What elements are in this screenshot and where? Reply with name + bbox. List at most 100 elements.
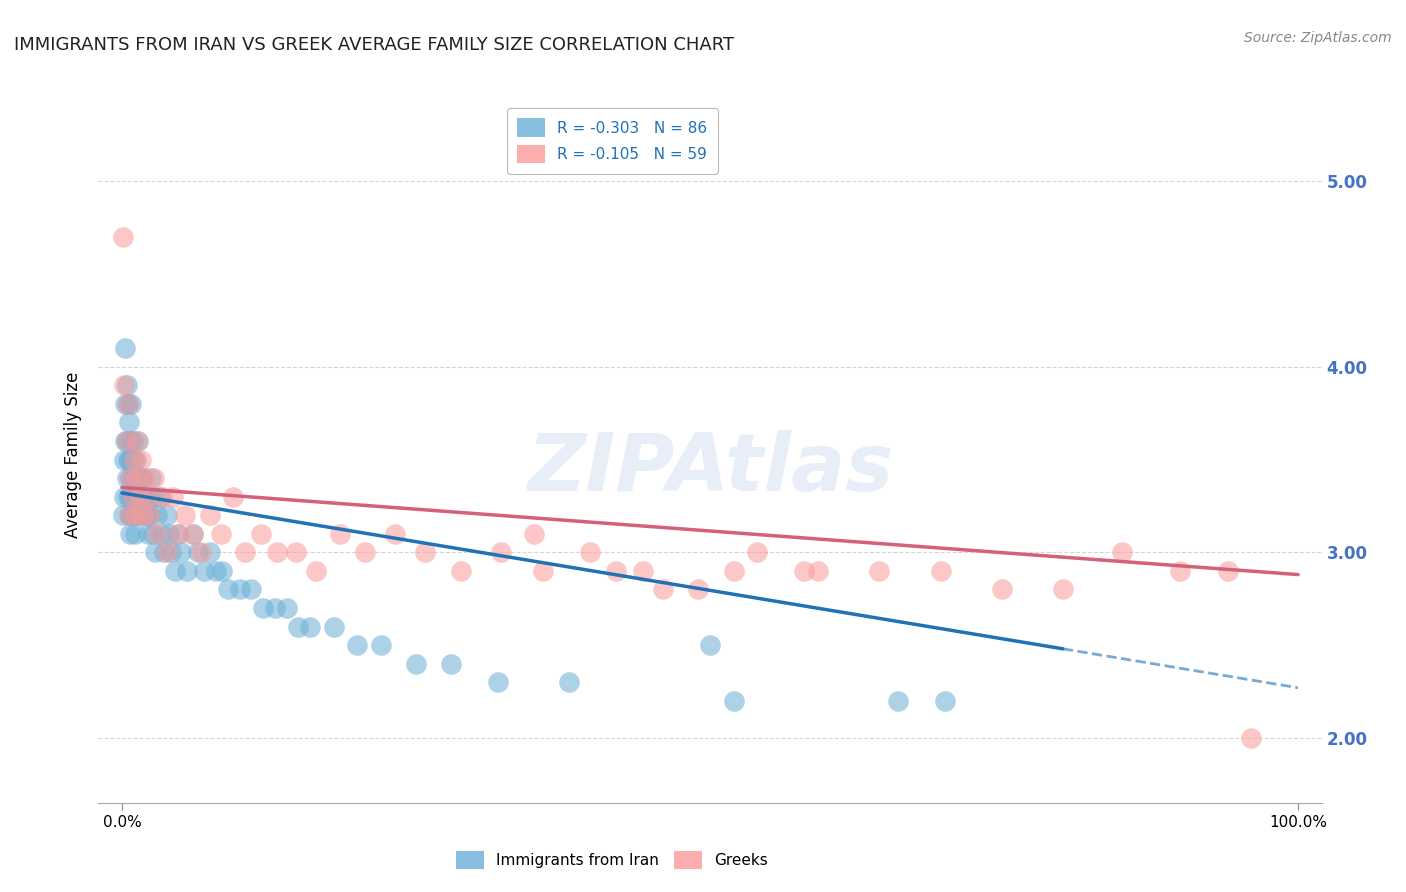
Point xyxy=(415,545,437,559)
Point xyxy=(122,508,145,523)
Point xyxy=(209,526,232,541)
Point xyxy=(285,545,308,559)
Point xyxy=(134,508,156,523)
Point xyxy=(136,526,159,541)
Point xyxy=(240,582,263,597)
Point xyxy=(125,452,148,467)
Point xyxy=(228,582,250,597)
Point xyxy=(174,508,197,523)
Point xyxy=(305,564,328,578)
Point xyxy=(112,378,135,392)
Point xyxy=(121,490,143,504)
Point xyxy=(723,694,745,708)
Point xyxy=(745,545,768,559)
Point xyxy=(263,601,285,615)
Point xyxy=(688,582,710,597)
Point xyxy=(1170,564,1192,578)
Point xyxy=(120,397,142,411)
Point xyxy=(139,508,162,523)
Point xyxy=(149,490,172,504)
Point xyxy=(120,434,142,448)
Point xyxy=(1052,582,1074,597)
Point xyxy=(127,508,149,523)
Point xyxy=(440,657,463,671)
Point xyxy=(142,471,165,485)
Point xyxy=(117,490,139,504)
Point xyxy=(652,582,675,597)
Point xyxy=(868,564,890,578)
Point xyxy=(217,582,239,597)
Point xyxy=(370,638,392,652)
Point xyxy=(143,545,166,559)
Point xyxy=(112,490,135,504)
Point xyxy=(198,545,221,559)
Point xyxy=(235,545,257,559)
Point xyxy=(120,471,142,485)
Point xyxy=(266,545,288,559)
Point xyxy=(793,564,815,578)
Text: ZIPAtlas: ZIPAtlas xyxy=(527,430,893,508)
Point xyxy=(929,564,952,578)
Point xyxy=(129,508,152,523)
Point xyxy=(181,526,204,541)
Point xyxy=(120,452,142,467)
Point xyxy=(162,490,184,504)
Point xyxy=(132,471,155,485)
Point xyxy=(127,490,149,504)
Point xyxy=(156,508,179,523)
Point xyxy=(346,638,368,652)
Point xyxy=(142,490,165,504)
Point xyxy=(125,471,148,485)
Point xyxy=(141,471,163,485)
Point xyxy=(523,526,546,541)
Point xyxy=(122,452,145,467)
Point xyxy=(322,619,344,633)
Point xyxy=(1240,731,1263,745)
Point xyxy=(328,526,350,541)
Point xyxy=(1216,564,1239,578)
Point xyxy=(117,452,139,467)
Point xyxy=(146,526,169,541)
Point xyxy=(118,508,141,523)
Point xyxy=(176,564,198,578)
Point xyxy=(118,452,141,467)
Point xyxy=(631,564,654,578)
Point xyxy=(249,526,271,541)
Point xyxy=(405,657,427,671)
Point xyxy=(211,564,233,578)
Point xyxy=(120,471,142,485)
Point xyxy=(221,490,243,504)
Point xyxy=(127,434,149,448)
Point xyxy=(127,434,149,448)
Point xyxy=(141,526,163,541)
Point xyxy=(115,378,138,392)
Point xyxy=(134,490,156,504)
Point xyxy=(129,471,152,485)
Point xyxy=(118,508,141,523)
Point xyxy=(605,564,627,578)
Point xyxy=(193,564,215,578)
Point xyxy=(114,434,136,448)
Point xyxy=(887,694,910,708)
Point xyxy=(252,601,274,615)
Point xyxy=(114,397,136,411)
Point xyxy=(112,508,135,523)
Point xyxy=(117,397,139,411)
Point xyxy=(112,452,135,467)
Point xyxy=(181,526,204,541)
Point xyxy=(205,564,228,578)
Point xyxy=(131,490,153,504)
Point xyxy=(198,508,221,523)
Point xyxy=(167,526,190,541)
Point xyxy=(299,619,322,633)
Point xyxy=(121,471,143,485)
Point xyxy=(531,564,554,578)
Point xyxy=(150,490,173,504)
Point xyxy=(129,452,152,467)
Point xyxy=(120,490,142,504)
Point xyxy=(127,471,149,485)
Text: Source: ZipAtlas.com: Source: ZipAtlas.com xyxy=(1244,31,1392,45)
Point xyxy=(128,471,150,485)
Point xyxy=(384,526,406,541)
Point xyxy=(120,508,142,523)
